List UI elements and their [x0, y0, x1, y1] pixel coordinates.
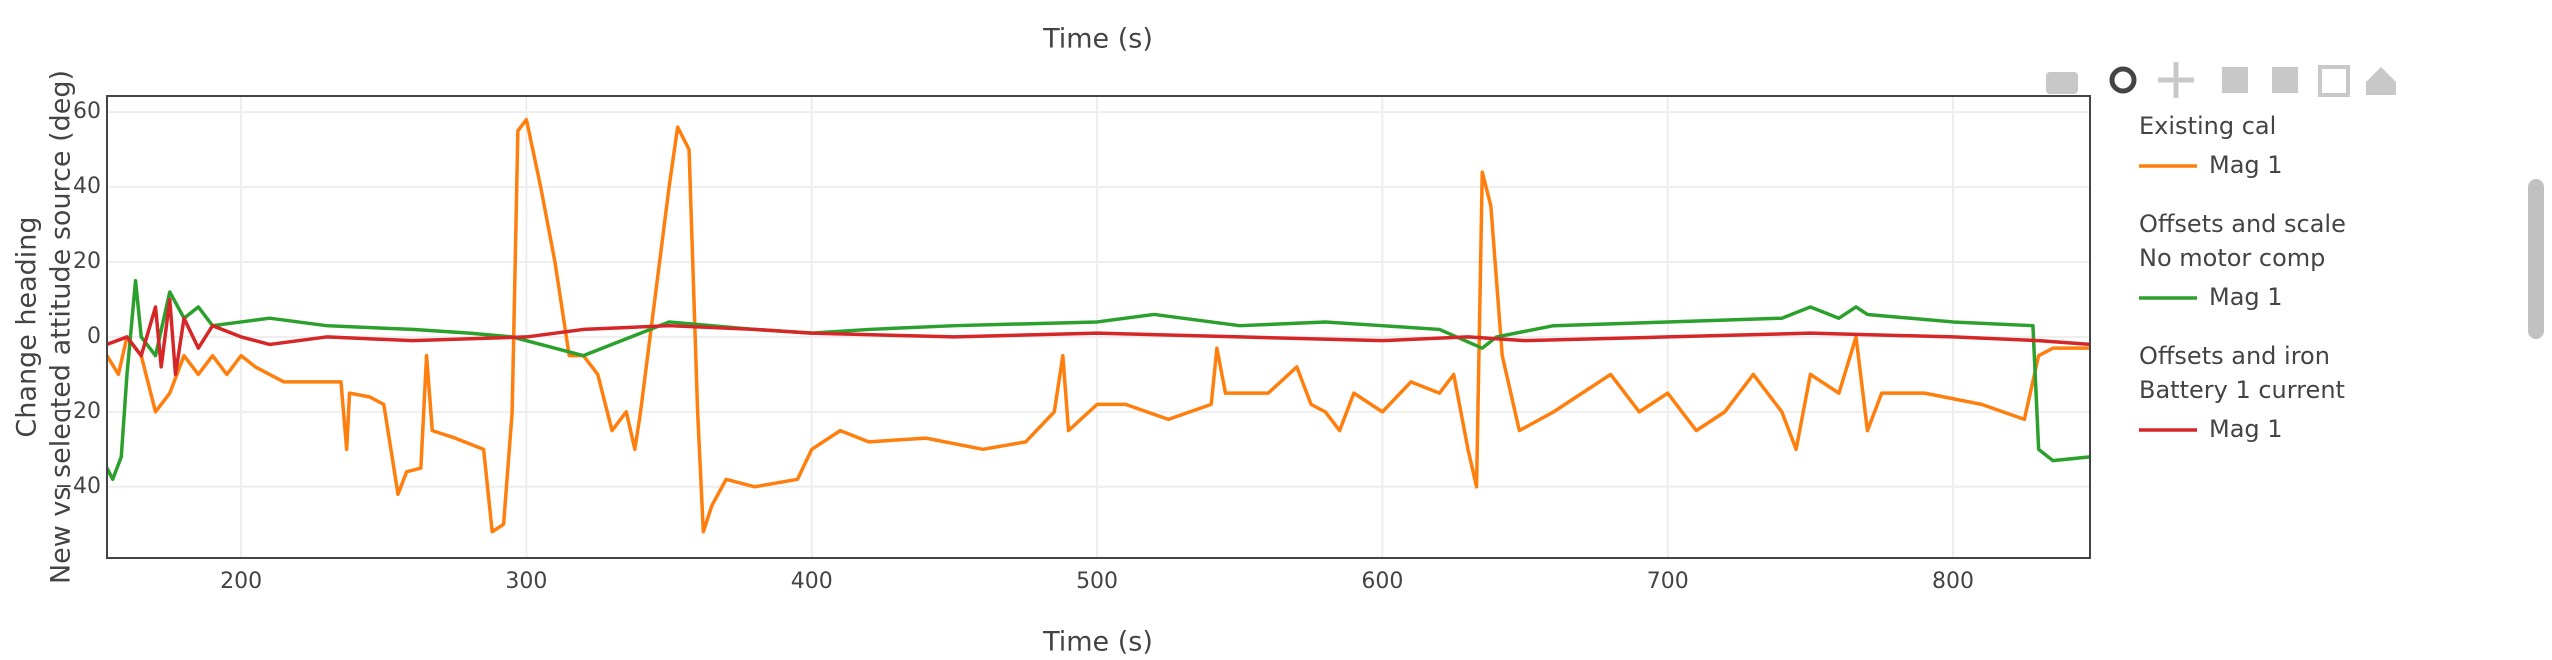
- legend-entry: Mag 1: [2209, 283, 2283, 311]
- y-tick-label: 40: [73, 174, 101, 199]
- zoom-in-icon[interactable]: [2222, 67, 2248, 93]
- y-tick-label: 20: [73, 249, 101, 274]
- y-tick-label: 0: [87, 324, 101, 349]
- autoscale-icon[interactable]: [2318, 65, 2350, 97]
- camera-icon[interactable]: [2046, 72, 2078, 94]
- y-axis-title: Change heading: [12, 216, 43, 437]
- series-line: [107, 117, 2090, 534]
- x-tick-label: 600: [1361, 569, 1403, 594]
- x-axis-title: Time (s): [1042, 627, 1153, 658]
- pan-icon[interactable]: [2158, 62, 2194, 98]
- x-tick-label: 300: [505, 569, 547, 594]
- legend-group-title: Existing cal: [2139, 112, 2276, 140]
- legend-group-title: Offsets and iron: [2139, 342, 2330, 370]
- legend-group-title: Battery 1 current: [2139, 376, 2345, 404]
- zoom-icon[interactable]: [2109, 66, 2137, 94]
- x-tick-label: 500: [1076, 569, 1118, 594]
- scrollbar[interactable]: [2528, 179, 2544, 339]
- y-tick-label: −40: [55, 474, 101, 499]
- series-line: [107, 278, 2090, 482]
- x-tick-label: 200: [220, 569, 262, 594]
- legend-entry: Mag 1: [2209, 415, 2283, 443]
- top-title: Time (s): [1042, 24, 1153, 55]
- x-tick-label: 800: [1932, 569, 1974, 594]
- series-line: [107, 297, 2090, 377]
- legend-entry: Mag 1: [2209, 151, 2283, 179]
- y-tick-label: −20: [55, 399, 101, 424]
- plot-frame: [106, 95, 2091, 559]
- reset-icon[interactable]: [2366, 67, 2396, 95]
- legend-group-title: Offsets and scale: [2139, 210, 2346, 238]
- x-tick-label: 700: [1647, 569, 1689, 594]
- y-axis-title: New vs selected attitude source (deg): [46, 70, 77, 584]
- modebar: [2046, 62, 2396, 98]
- x-tick-label: 400: [791, 569, 833, 594]
- y-tick-label: 60: [73, 99, 101, 124]
- legend-group-title: No motor comp: [2139, 244, 2325, 272]
- zoom-out-icon[interactable]: [2272, 67, 2298, 93]
